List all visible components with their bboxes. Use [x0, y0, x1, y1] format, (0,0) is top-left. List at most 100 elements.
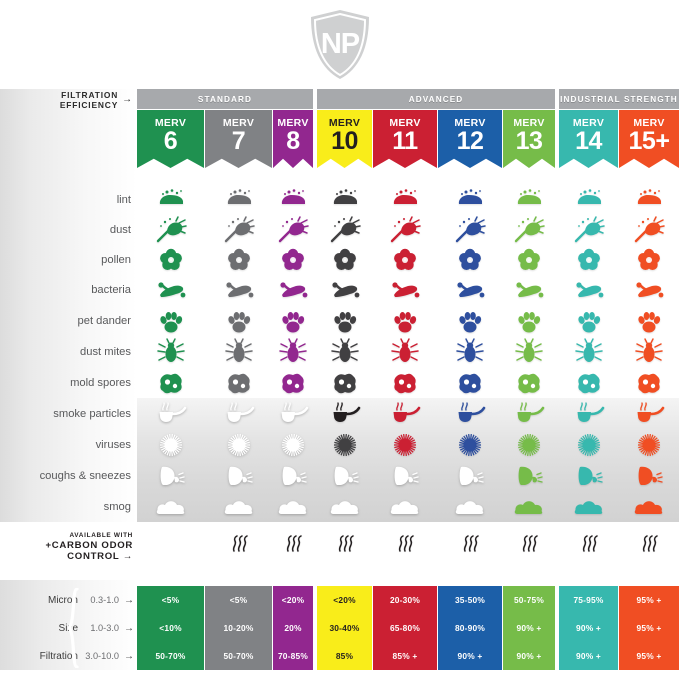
- merv-8-banner[interactable]: MERV 8: [273, 110, 313, 168]
- row-label-mold-spores: mold spores: [70, 377, 131, 389]
- lint-icon-merv-11: [388, 185, 422, 215]
- arrow-right-icon: →: [122, 94, 133, 105]
- pipe-icon-merv-13: [512, 399, 546, 429]
- paw-icon-merv-6: [154, 306, 188, 336]
- filtration-efficiency-label: FILTRATION EFFICIENCY →: [0, 90, 133, 110]
- merv-word-label: MERV: [633, 117, 665, 129]
- flower-icon-merv-11: [388, 245, 422, 275]
- paw-icon-merv-11: [388, 306, 422, 336]
- odor-waves-icon-merv-12: [460, 534, 480, 554]
- pipe-icon-merv-6: [154, 399, 188, 429]
- odor-waves-icon-merv-14: [579, 534, 599, 554]
- merv-6-metrics-filtration: 50-70%: [155, 651, 186, 661]
- smog-icon-merv-8: [276, 492, 310, 522]
- merv-word-label: MERV: [222, 117, 255, 129]
- pipe-icon-merv-12: [453, 399, 487, 429]
- metric-range-value: 3.0-10.0: [85, 651, 119, 661]
- virus-icon-merv-7: [222, 430, 256, 460]
- curly-brace-icon: [68, 588, 79, 668]
- row-label-dust-mites: dust mites: [80, 346, 131, 358]
- mold-icon-merv-14: [572, 368, 606, 398]
- merv-11-metrics-size: 65-80%: [389, 623, 421, 633]
- merv-11-banner[interactable]: MERV 11: [373, 110, 437, 168]
- bacteria-icon-merv-11: [388, 275, 422, 305]
- merv-8-metrics-size: 20%: [284, 623, 302, 633]
- merv-10-number: 10: [331, 127, 358, 155]
- metric-label-micron: Micron: [47, 594, 78, 606]
- flower-icon-merv-14: [572, 245, 606, 275]
- odor-waves-icon-merv-10: [335, 534, 355, 554]
- sneeze-icon-merv-11: [388, 461, 422, 491]
- merv-word-label: MERV: [389, 117, 421, 129]
- merv-10-banner[interactable]: MERV 10: [317, 110, 372, 168]
- group-band-label: STANDARD: [197, 94, 253, 104]
- merv-14-number: 14: [575, 127, 602, 155]
- merv-6-metrics-micron: <5%: [161, 595, 180, 605]
- mite-icon-merv-11: [388, 337, 422, 367]
- paw-icon-merv-10: [328, 306, 362, 336]
- sneeze-icon-merv-6: [154, 461, 188, 491]
- duster-icon-merv-14: [572, 215, 606, 245]
- mite-icon-merv-10: [328, 337, 362, 367]
- merv-7-banner[interactable]: MERV 7: [205, 110, 272, 168]
- flower-icon-merv-10: [328, 245, 362, 275]
- merv-10-metrics-filtration: 85%: [335, 651, 354, 661]
- lint-icon-merv-10: [328, 185, 362, 215]
- metric-range-size: 1.0-3.0 →: [80, 620, 134, 636]
- bacteria-icon-merv-7: [222, 275, 256, 305]
- merv-6-metrics: <5% <10% 50-70%: [137, 586, 204, 670]
- merv-12-metrics: 35-50% 80-90% 90% +: [438, 586, 502, 670]
- duster-icon-merv-7: [222, 215, 256, 245]
- mite-icon-merv-6: [154, 337, 188, 367]
- mold-icon-merv-7: [222, 368, 256, 398]
- smog-icon-merv-12: [453, 492, 487, 522]
- duster-icon-merv-13: [512, 215, 546, 245]
- pipe-icon-merv-7: [222, 399, 256, 429]
- merv-15-metrics-filtration: 95% +: [636, 651, 662, 661]
- merv-8-metrics-filtration: 70-85%: [277, 651, 309, 661]
- merv-7-metrics-size: 10-20%: [223, 623, 254, 633]
- carbon-odor-control-label: AVAILABLE WITH +CARBON ODOR CONTROL →: [0, 532, 133, 562]
- merv-12-number: 12: [456, 127, 484, 155]
- pipe-icon-merv-14: [572, 399, 606, 429]
- smog-icon-merv-14: [572, 492, 606, 522]
- paw-icon-merv-14: [572, 306, 606, 336]
- merv-15-metrics-size: 95% +: [636, 623, 662, 633]
- odor-waves-icon-merv-11: [395, 534, 415, 554]
- mold-icon-merv-12: [453, 368, 487, 398]
- row-label-smog: smog: [103, 501, 131, 513]
- arrow-right-icon: →: [124, 594, 134, 606]
- lint-icon-merv-8: [276, 185, 310, 215]
- bacteria-icon-merv-8: [276, 275, 310, 305]
- mold-icon-merv-13: [512, 368, 546, 398]
- flower-icon-merv-6: [154, 245, 188, 275]
- merv-12-banner[interactable]: MERV 12: [438, 110, 502, 168]
- merv-13-banner[interactable]: MERV 13: [503, 110, 555, 168]
- sneeze-icon-merv-15: [632, 461, 666, 491]
- odor-waves-icon-merv-8: [283, 534, 303, 554]
- merv-12-metrics-micron: 35-50%: [454, 595, 486, 605]
- merv-8-metrics-micron: <20%: [281, 595, 305, 605]
- lint-icon-merv-14: [572, 185, 606, 215]
- row-label-smoke-particles: smoke particles: [53, 408, 131, 420]
- carbon-odor-control-text: +CARBON ODOR CONTROL →: [45, 540, 133, 562]
- merv-15-banner[interactable]: MERV 15+: [619, 110, 679, 168]
- bacteria-icon-merv-13: [512, 275, 546, 305]
- merv-7-metrics-filtration: 50-70%: [223, 651, 254, 661]
- row-label-lint: lint: [116, 194, 131, 206]
- sneeze-icon-merv-10: [328, 461, 362, 491]
- paw-icon-merv-7: [222, 306, 256, 336]
- merv-14-banner[interactable]: MERV 14: [559, 110, 618, 168]
- merv-8-number: 8: [286, 127, 300, 155]
- arrow-right-icon: →: [124, 650, 134, 662]
- row-label-dust: dust: [109, 224, 131, 236]
- merv-10-metrics-micron: <20%: [333, 595, 356, 605]
- flower-icon-merv-8: [276, 245, 310, 275]
- merv-6-banner[interactable]: MERV 6: [137, 110, 204, 168]
- paw-icon-merv-13: [512, 306, 546, 336]
- merv-word-label: MERV: [277, 117, 309, 129]
- merv-13-number: 13: [515, 127, 543, 155]
- mite-icon-merv-13: [512, 337, 546, 367]
- merv-6-metrics-size: <10%: [159, 623, 182, 633]
